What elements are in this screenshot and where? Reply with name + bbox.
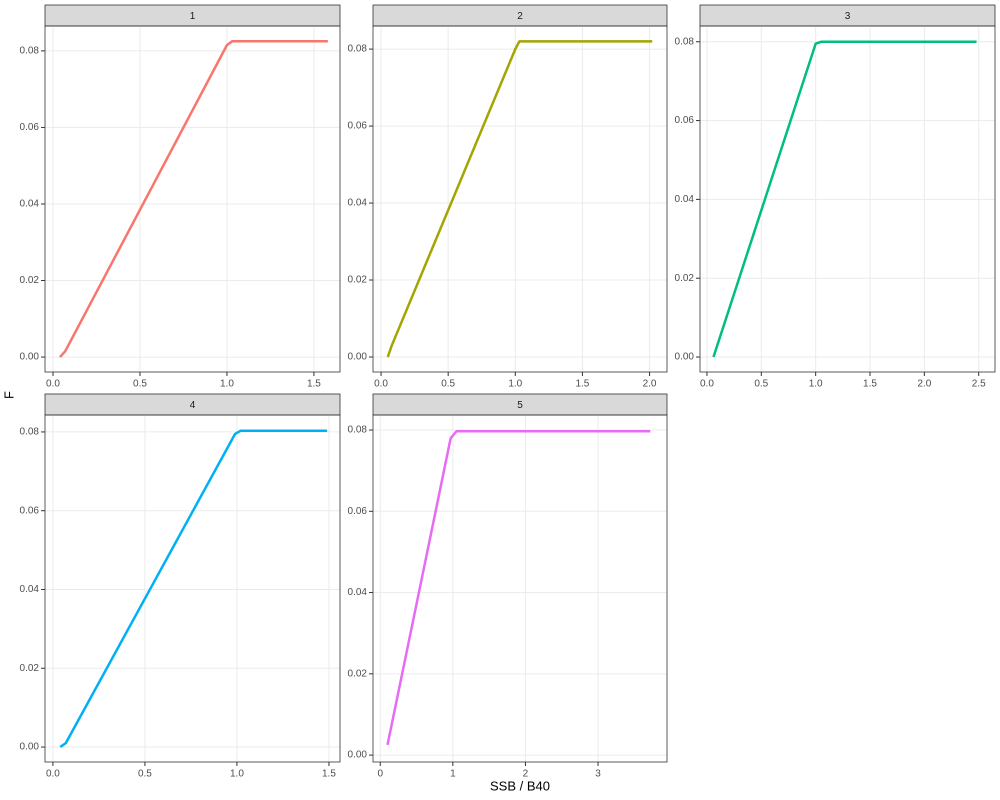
x-tick-label: 0.5 [441,379,455,390]
x-tick-label: 0.0 [374,379,388,390]
x-tick-label: 1.5 [863,379,877,390]
x-tick-label: 1.5 [575,379,589,390]
strip-title: 5 [517,400,523,411]
y-tick-label: 0.04 [675,194,695,205]
x-tick-label: 2.0 [643,379,657,390]
y-tick-label: 0.04 [348,587,368,598]
y-tick-label: 0.00 [20,742,40,753]
y-tick-label: 0.06 [20,122,40,133]
y-tick-label: 0.08 [20,46,40,57]
panel-border [372,25,668,373]
panel-border [44,25,341,373]
x-tick-label: 1.0 [230,769,244,780]
data-line [59,429,328,749]
y-tick-label: 0.04 [20,584,40,595]
y-tick-label: 0.08 [20,427,40,438]
y-tick-label: 0.06 [348,506,368,517]
y-tick-label: 0.00 [20,352,40,363]
x-tick-label: 1.0 [508,379,522,390]
y-tick-label: 0.00 [348,352,368,363]
y-tick-label: 0.02 [20,663,40,674]
x-tick-label: 0.5 [138,769,152,780]
y-tick-label: 0.02 [675,273,695,284]
x-tick-label: 1.0 [809,379,823,390]
panel-background [45,415,340,762]
y-tick-label: 0.00 [675,352,695,363]
data-line [386,430,651,746]
x-tick-label: 0.5 [133,379,147,390]
y-tick-label: 0.08 [348,425,368,436]
x-tick-label: 1.0 [220,379,234,390]
y-tick-label: 0.02 [20,275,40,286]
strip-title: 3 [845,11,851,22]
strip-title: 2 [517,11,523,22]
y-tick-label: 0.04 [348,198,368,209]
data-line [386,40,653,358]
x-tick-label: 1.5 [322,769,336,780]
y-tick-label: 0.06 [20,505,40,516]
strip-title: 4 [190,400,196,411]
x-axis-title: SSB / B40 [490,778,550,793]
y-tick-label: 0.06 [675,115,695,126]
panel-border [44,414,341,763]
y-tick-label: 0.06 [348,121,368,132]
y-axis-title: F [1,391,16,399]
x-tick-label: 1.5 [307,379,321,390]
y-tick-label: 0.02 [348,275,368,286]
x-tick-label: 3 [595,769,601,780]
data-line [712,40,977,358]
data-line [59,40,328,358]
y-tick-label: 0.02 [348,668,368,679]
y-tick-label: 0.04 [20,199,40,210]
panel-background [373,415,667,762]
x-tick-label: 0.0 [700,379,714,390]
y-tick-label: 0.00 [348,750,368,761]
x-tick-label: 0 [377,769,383,780]
x-tick-label: 2.5 [972,379,986,390]
strip-title: 1 [190,11,196,22]
panel-background [45,26,340,372]
x-tick-label: 2.0 [917,379,931,390]
x-tick-label: 2 [523,769,529,780]
x-tick-label: 0.5 [754,379,768,390]
panel-background [373,26,667,372]
panel-border [372,414,668,763]
y-tick-label: 0.08 [675,36,695,47]
x-tick-label: 0.0 [46,769,60,780]
x-tick-label: 1 [450,769,456,780]
y-tick-label: 0.08 [348,44,368,55]
x-tick-label: 0.0 [46,379,60,390]
panel-border [699,25,996,373]
